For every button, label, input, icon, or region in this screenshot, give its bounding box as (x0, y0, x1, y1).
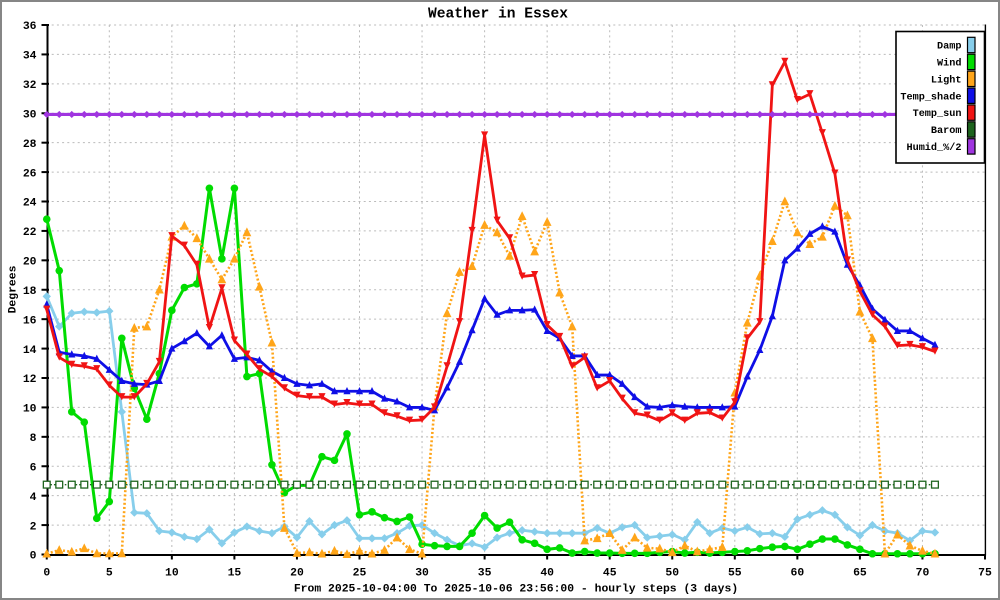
svg-text:34: 34 (23, 51, 37, 63)
svg-text:18: 18 (23, 286, 37, 298)
svg-text:Temp_sun: Temp_sun (913, 109, 962, 120)
svg-text:6: 6 (30, 462, 37, 474)
svg-text:26: 26 (23, 168, 37, 180)
svg-text:35: 35 (478, 568, 492, 580)
svg-text:55: 55 (728, 568, 742, 580)
svg-text:10: 10 (23, 404, 37, 416)
svg-text:0: 0 (43, 568, 50, 580)
svg-text:65: 65 (853, 568, 867, 580)
svg-text:Barom: Barom (931, 126, 962, 137)
svg-text:24: 24 (23, 198, 37, 210)
svg-text:8: 8 (30, 433, 37, 445)
svg-text:20: 20 (290, 568, 304, 580)
svg-text:2: 2 (30, 521, 37, 533)
svg-text:4: 4 (30, 492, 37, 504)
svg-text:0: 0 (30, 551, 37, 563)
svg-text:Weather in Essex: Weather in Essex (428, 7, 568, 23)
svg-text:14: 14 (23, 345, 37, 357)
svg-text:45: 45 (603, 568, 617, 580)
svg-text:12: 12 (23, 374, 37, 386)
svg-text:10: 10 (165, 568, 179, 580)
svg-text:50: 50 (665, 568, 679, 580)
svg-text:Damp: Damp (937, 42, 961, 53)
svg-text:28: 28 (23, 139, 37, 151)
svg-text:30: 30 (23, 109, 37, 121)
svg-text:25: 25 (353, 568, 367, 580)
svg-text:5: 5 (106, 568, 113, 580)
svg-text:36: 36 (23, 21, 37, 33)
svg-text:20: 20 (23, 257, 37, 269)
svg-text:32: 32 (23, 80, 37, 92)
svg-text:15: 15 (228, 568, 242, 580)
svg-text:60: 60 (791, 568, 805, 580)
svg-text:22: 22 (23, 227, 37, 239)
svg-text:Temp_shade: Temp_shade (900, 91, 961, 103)
svg-text:Degrees: Degrees (8, 265, 20, 313)
svg-text:Wind: Wind (937, 58, 961, 70)
svg-text:Light: Light (931, 74, 962, 86)
svg-text:30: 30 (415, 568, 429, 580)
svg-text:40: 40 (540, 568, 554, 580)
svg-text:75: 75 (978, 568, 992, 580)
svg-text:70: 70 (916, 568, 930, 580)
svg-text:16: 16 (23, 315, 37, 327)
svg-text:Humid_%/2: Humid_%/2 (906, 142, 961, 154)
svg-text:From 2025-10-04:00 To 2025-10-: From 2025-10-04:00 To 2025-10-06 23:56:0… (294, 584, 738, 596)
